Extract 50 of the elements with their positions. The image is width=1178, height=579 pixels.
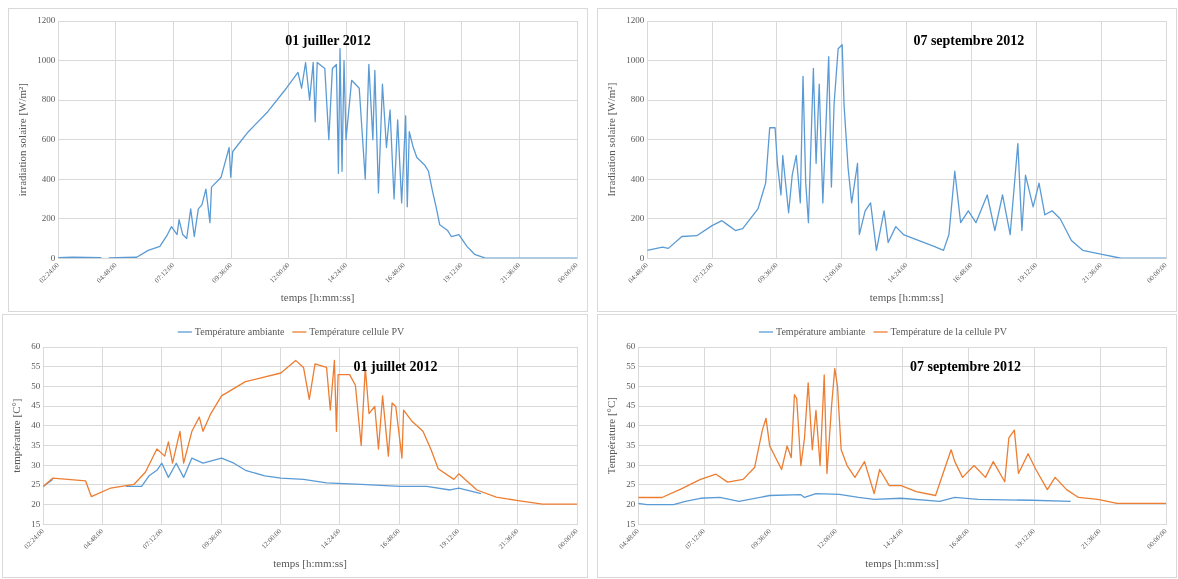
- y-tick-label: 55: [31, 361, 41, 372]
- y-tick-label: 15: [31, 518, 41, 529]
- legend-label: Température ambiante: [194, 325, 285, 337]
- y-axis-title: température [C°]: [10, 398, 23, 473]
- text: 01 juiller 2012: [285, 32, 371, 48]
- y-tick-label: 0: [639, 252, 645, 263]
- y-tick-label: 60: [31, 341, 41, 352]
- y-tick-label: 30: [626, 459, 636, 470]
- y-tick-label: 400: [41, 173, 56, 184]
- text: 07 septembre 2012: [909, 358, 1021, 374]
- y-tick-label: 20: [31, 498, 41, 509]
- y-tick-label: 800: [41, 94, 56, 105]
- legend-label: Température de la cellule PV: [890, 325, 1008, 337]
- y-axis-title: Température [°C]: [605, 397, 618, 475]
- text: 07 septembre 2012: [913, 32, 1025, 48]
- y-tick-label: 45: [31, 400, 41, 411]
- x-axis-title: temps [h:mm:ss]: [865, 557, 939, 570]
- x-axis-title: temps [h:mm:ss]: [869, 291, 944, 304]
- y-tick-label: 30: [31, 459, 41, 470]
- y-tick-label: 1200: [626, 15, 645, 26]
- y-tick-label: 35: [31, 439, 41, 450]
- y-tick-label: 40: [31, 420, 41, 431]
- y-tick-label: 60: [626, 341, 636, 352]
- y-tick-label: 600: [630, 133, 645, 144]
- y-tick-label: 50: [626, 380, 636, 391]
- y-tick-label: 0: [50, 252, 56, 263]
- legend-label: Température cellule PV: [309, 325, 405, 337]
- text: 01 juillet 2012: [353, 358, 438, 374]
- y-tick-label: 1000: [626, 54, 645, 65]
- y-tick-label: 400: [630, 173, 645, 184]
- y-tick-label: 45: [626, 400, 636, 411]
- y-tick-label: 200: [41, 213, 56, 224]
- y-tick-label: 200: [630, 213, 645, 224]
- x-axis-title: temps [h:mm:ss]: [280, 291, 355, 304]
- y-tick-label: 25: [31, 479, 41, 490]
- y-tick-label: 20: [626, 498, 636, 509]
- y-tick-label: 35: [626, 439, 636, 450]
- y-tick-label: 600: [41, 133, 56, 144]
- legend-label: Température ambiante: [776, 325, 867, 337]
- y-axis-title: irradiation solaire [W/m²]: [16, 83, 29, 197]
- y-tick-label: 1200: [37, 15, 56, 26]
- y-tick-label: 40: [626, 420, 636, 431]
- y-tick-label: 50: [31, 380, 41, 391]
- y-tick-label: 15: [626, 518, 636, 529]
- y-tick-label: 1000: [37, 54, 56, 65]
- y-tick-label: 25: [626, 479, 636, 490]
- y-tick-label: 55: [626, 361, 636, 372]
- x-axis-title: temps [h:mm:ss]: [273, 557, 347, 570]
- y-tick-label: 800: [630, 94, 645, 105]
- y-axis-title: Irradiation solaire [W/m²]: [605, 82, 618, 197]
